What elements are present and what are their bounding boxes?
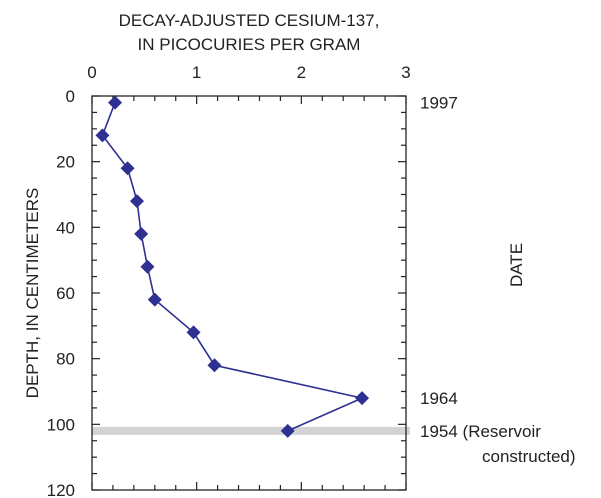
data-point-diamond bbox=[186, 325, 201, 340]
date-axis-label: DATE bbox=[507, 243, 526, 287]
date-label: 1954 (Reservoir bbox=[420, 422, 541, 441]
date-annotations: 1997 1964 1954 (Reservoir constructed) bbox=[420, 94, 576, 466]
y-tick-label: 120 bbox=[47, 481, 75, 498]
data-point-diamond bbox=[207, 358, 222, 373]
y-tick-label: 80 bbox=[56, 350, 75, 369]
y-tick-label: 20 bbox=[56, 153, 75, 172]
data-point-diamond bbox=[147, 292, 162, 307]
data-point-diamond bbox=[95, 128, 110, 143]
y-tick-label: 100 bbox=[47, 415, 75, 434]
axis-ticks: 0 1 2 3 0 20 40 60 80 100 120 bbox=[47, 63, 411, 498]
data-point-diamond bbox=[108, 95, 123, 110]
data-point-diamond bbox=[130, 194, 145, 209]
x-tick-label: 2 bbox=[297, 63, 306, 82]
date-label: constructed) bbox=[482, 447, 576, 466]
chart-title: DECAY-ADJUSTED CESIUM-137, IN PICOCURIES … bbox=[119, 11, 380, 54]
x-tick-label: 1 bbox=[192, 63, 201, 82]
date-label: 1964 bbox=[420, 389, 458, 408]
data-point-diamond bbox=[120, 161, 135, 176]
data-point-diamond bbox=[140, 259, 155, 274]
x-tick-label: 3 bbox=[401, 63, 410, 82]
y-tick-label: 0 bbox=[66, 87, 75, 106]
x-tick-label: 0 bbox=[87, 63, 96, 82]
y-tick-label: 60 bbox=[56, 284, 75, 303]
title-line-1: DECAY-ADJUSTED CESIUM-137, bbox=[119, 11, 380, 30]
data-point-diamond bbox=[134, 226, 149, 241]
data-series bbox=[95, 95, 370, 438]
date-label: 1997 bbox=[420, 94, 458, 113]
y-axis-label: DEPTH, IN CENTIMETERS bbox=[23, 188, 42, 399]
reference-band bbox=[92, 426, 410, 435]
y-tick-label: 40 bbox=[56, 218, 75, 237]
axis-labels: DEPTH, IN CENTIMETERS DATE bbox=[23, 188, 526, 399]
title-line-2: IN PICOCURIES PER GRAM bbox=[138, 35, 361, 54]
data-point-diamond bbox=[280, 423, 295, 438]
data-point-diamond bbox=[355, 391, 370, 406]
reservoir-band bbox=[92, 426, 410, 435]
